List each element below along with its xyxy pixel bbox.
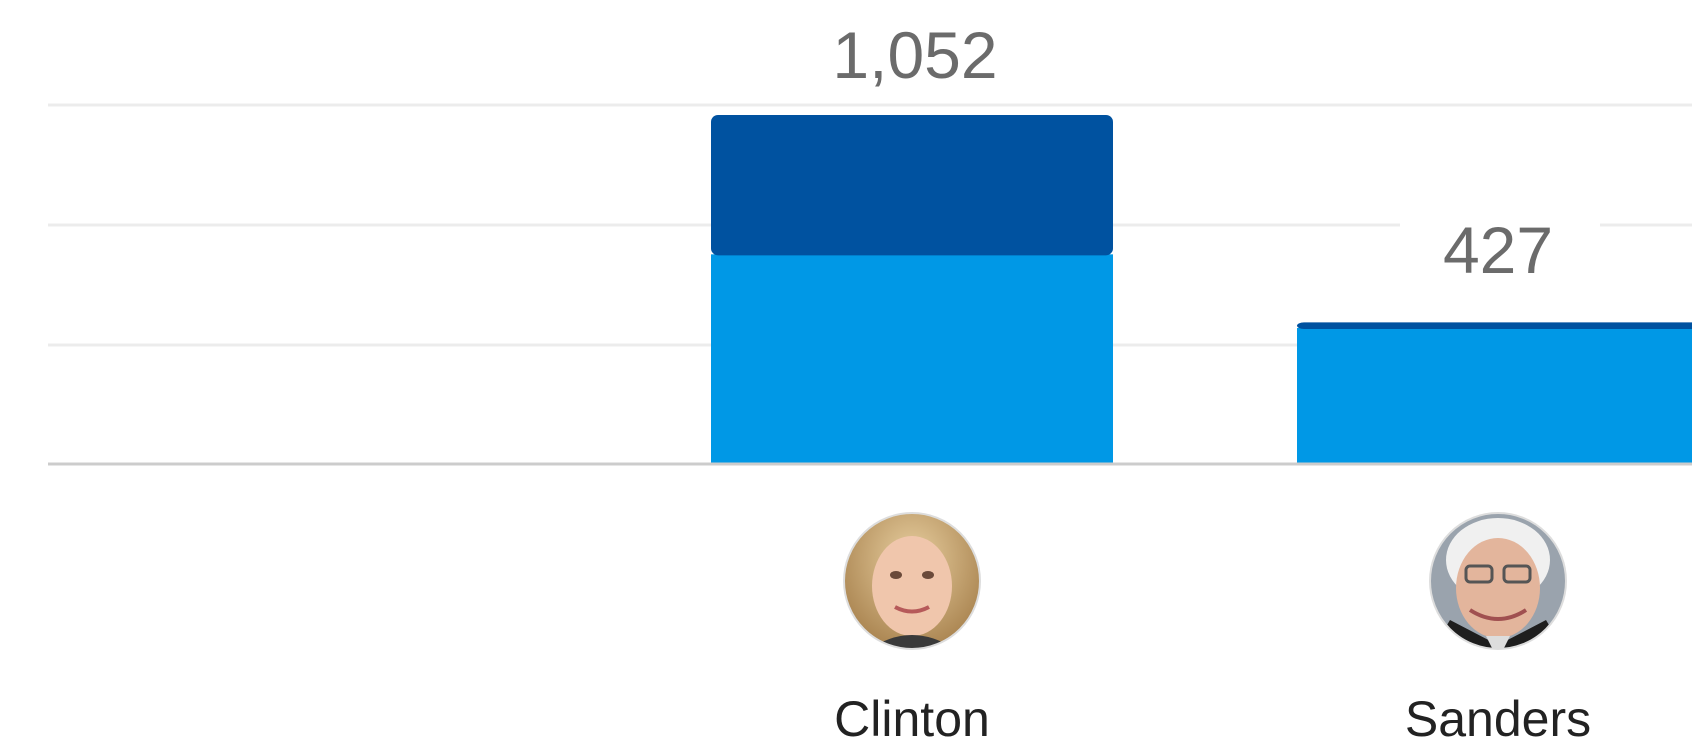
bar-segment-clinton-0 (711, 254, 1113, 464)
total-labels: 1,052 427 (825, 18, 1600, 287)
bar-segment-sanders-1 (1297, 322, 1692, 329)
category-label-clinton: Clinton (834, 691, 990, 744)
avatar-sanders (1429, 512, 1567, 650)
bar-segment-sanders-0 (1297, 327, 1692, 464)
bars (711, 115, 1692, 464)
total-label-clinton: 1,052 (832, 18, 997, 92)
avatar-clinton (843, 512, 981, 650)
total-label-background (825, 18, 1005, 90)
total-label-sanders: 427 (1443, 213, 1553, 287)
bar-segment-clinton-1 (711, 115, 1113, 256)
category-label-sanders: Sanders (1405, 691, 1591, 744)
total-label-background (1400, 212, 1600, 284)
